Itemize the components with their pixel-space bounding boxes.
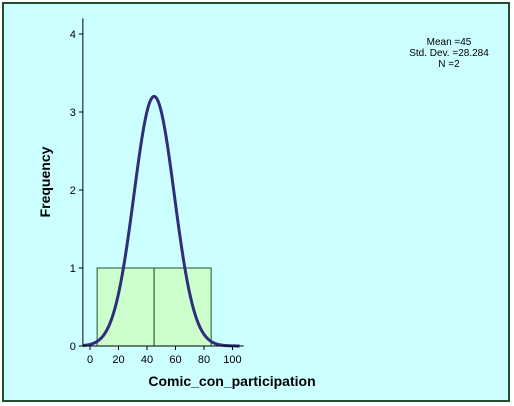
axes-layer: 0 20 40 60 80 100 0 1 2 3 4 bbox=[70, 18, 244, 366]
x-tick-label-0: 0 bbox=[87, 354, 93, 366]
x-axis-title: Comic_con_participation bbox=[148, 373, 315, 389]
x-tick-label-80: 80 bbox=[198, 354, 210, 366]
y-tick-label-2: 2 bbox=[70, 185, 76, 197]
x-tick-label-100: 100 bbox=[223, 354, 241, 366]
y-tick-label-0: 0 bbox=[70, 341, 76, 353]
x-tick-label-40: 40 bbox=[141, 354, 153, 366]
y-axis-title: Frequency bbox=[37, 146, 53, 217]
stats-n: N =2 bbox=[438, 59, 460, 70]
normal-curve bbox=[82, 94, 241, 348]
y-tick-label-1: 1 bbox=[70, 263, 76, 275]
stats-std-dev: Std. Dev. =28.284 bbox=[409, 48, 489, 59]
x-tick-label-20: 20 bbox=[112, 354, 124, 366]
y-tick-label-4: 4 bbox=[70, 29, 76, 41]
x-tick-label-60: 60 bbox=[169, 354, 181, 366]
chart-frame bbox=[2, 2, 510, 402]
y-tick-label-3: 3 bbox=[70, 107, 76, 119]
curve-layer bbox=[82, 94, 241, 348]
stats-mean: Mean =45 bbox=[427, 37, 472, 48]
stats-box: Mean =45 Std. Dev. =28.284 N =2 bbox=[409, 37, 489, 70]
